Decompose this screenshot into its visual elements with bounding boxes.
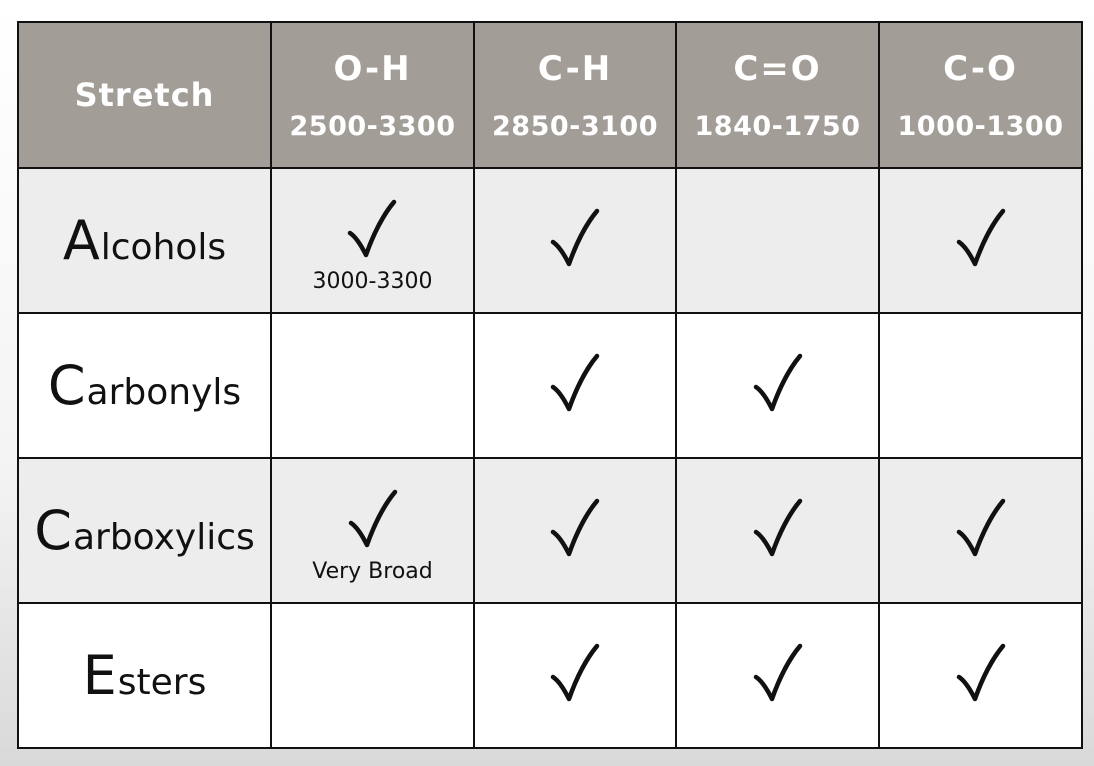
checkmark-icon bbox=[753, 498, 803, 560]
table-cell bbox=[473, 167, 677, 314]
row-label-initial: C bbox=[34, 499, 72, 562]
checkmark-icon bbox=[956, 498, 1006, 560]
column-bond: C-H bbox=[537, 48, 613, 89]
cell-note: 3000-3300 bbox=[312, 268, 433, 294]
table-cell bbox=[270, 602, 475, 749]
cell-note: Very Broad bbox=[312, 558, 433, 584]
checkmark-icon bbox=[550, 498, 600, 560]
checkmark-icon bbox=[753, 353, 803, 415]
column-header-co-single: C-O 1000-1300 bbox=[878, 21, 1083, 169]
stretch-header: Stretch bbox=[17, 21, 272, 169]
row-label-cell: Esters bbox=[17, 602, 272, 749]
checkmark-icon bbox=[347, 199, 397, 261]
column-bond: C=O bbox=[733, 48, 822, 89]
table-row-carbonyls: Carbonyls bbox=[17, 312, 1083, 459]
table-row-alcohols: Alcohols 3000-3300 bbox=[17, 167, 1083, 314]
table-cell bbox=[878, 312, 1083, 459]
row-label-initial: C bbox=[47, 354, 86, 417]
table-row-esters: Esters bbox=[17, 602, 1083, 749]
row-label-rest: lcohols bbox=[100, 227, 227, 268]
table-row-carboxylics: Carboxylics Very Broad bbox=[17, 457, 1083, 604]
column-range: 1840-1750 bbox=[694, 110, 861, 142]
table-cell bbox=[675, 312, 880, 459]
row-label-initial: A bbox=[62, 209, 100, 272]
column-bond: O-H bbox=[333, 48, 412, 89]
table-cell: 3000-3300 bbox=[270, 167, 475, 314]
table-cell bbox=[473, 602, 677, 749]
table-cell bbox=[878, 167, 1083, 314]
column-range: 2850-3100 bbox=[492, 110, 658, 142]
row-label-initial: E bbox=[82, 644, 117, 707]
checkmark-icon bbox=[550, 208, 600, 270]
header-row: Stretch O-H 2500-3300 C-H 2850-3100 C=O … bbox=[17, 21, 1083, 169]
column-range: 2500-3300 bbox=[289, 110, 456, 142]
ir-stretch-table: Stretch O-H 2500-3300 C-H 2850-3100 C=O … bbox=[17, 21, 1083, 749]
stretch-header-label: Stretch bbox=[74, 76, 215, 114]
row-label-cell: Alcohols bbox=[17, 167, 272, 314]
table-cell bbox=[675, 167, 880, 314]
row-label-cell: Carboxylics bbox=[17, 457, 272, 604]
column-bond: C-O bbox=[943, 48, 1018, 89]
table-cell: Very Broad bbox=[270, 457, 475, 604]
table-cell bbox=[675, 602, 880, 749]
checkmark-icon bbox=[956, 208, 1006, 270]
row-label-rest: arbonyls bbox=[86, 372, 242, 413]
row-label-rest: sters bbox=[117, 662, 207, 703]
column-range: 1000-1300 bbox=[897, 110, 1064, 142]
row-label-cell: Carbonyls bbox=[17, 312, 272, 459]
checkmark-icon bbox=[550, 643, 600, 705]
column-header-oh: O-H 2500-3300 bbox=[270, 21, 475, 169]
checkmark-icon bbox=[348, 489, 398, 551]
column-header-co-double: C=O 1840-1750 bbox=[675, 21, 880, 169]
table-cell bbox=[878, 457, 1083, 604]
table-cell bbox=[270, 312, 475, 459]
checkmark-icon bbox=[753, 643, 803, 705]
table-cell bbox=[473, 312, 677, 459]
table-cell bbox=[878, 602, 1083, 749]
checkmark-icon bbox=[550, 353, 600, 415]
row-label-rest: arboxylics bbox=[72, 517, 255, 558]
checkmark-icon bbox=[956, 643, 1006, 705]
column-header-ch: C-H 2850-3100 bbox=[473, 21, 677, 169]
table-cell bbox=[675, 457, 880, 604]
table-cell bbox=[473, 457, 677, 604]
